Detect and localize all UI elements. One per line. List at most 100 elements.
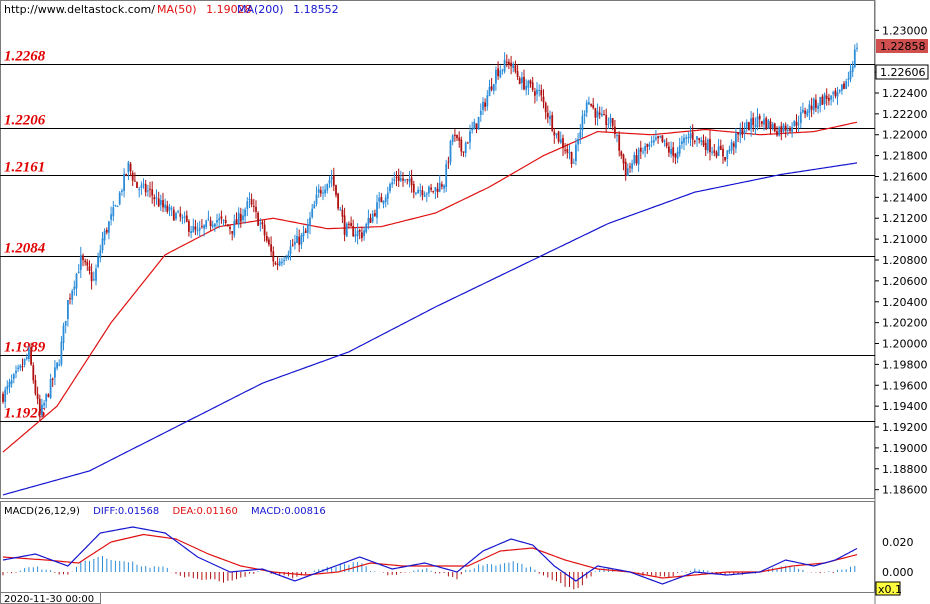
candle: [544, 101, 547, 120]
candle: [516, 64, 519, 80]
candle: [218, 213, 221, 229]
candle: [332, 167, 335, 192]
candle: [229, 225, 231, 235]
candle: [693, 139, 696, 145]
candle: [382, 200, 385, 209]
candle: [830, 95, 832, 106]
candle: [845, 78, 848, 90]
candle: [183, 211, 186, 224]
candle: [782, 123, 785, 134]
candle: [397, 168, 400, 187]
candle: [207, 210, 210, 222]
candle: [678, 137, 681, 157]
macd-dea-line: [2, 533, 858, 579]
svg-text:MA(50) 1.19028: MA(50) 1.19028: [157, 3, 252, 16]
zoom-indicator[interactable]: x0.1: [875, 581, 902, 596]
candle: [281, 257, 283, 267]
candle: [417, 186, 419, 194]
candle: [655, 130, 657, 142]
candle: [799, 106, 802, 129]
candle: [131, 170, 134, 186]
candle: [521, 71, 523, 90]
svg-text:1.22606: 1.22606: [880, 66, 926, 79]
candle: [410, 169, 413, 193]
svg-text:MACD(26,12,9) DIFF:0.01568: MACD(26,12,9) DIFF:0.01568 DEA:0.01160 M…: [4, 506, 326, 517]
candle: [289, 240, 292, 261]
candle: [326, 183, 329, 194]
candle: [769, 118, 772, 135]
candle: [497, 61, 499, 80]
candle: [618, 131, 621, 157]
candle: [748, 121, 750, 131]
candle: [635, 148, 638, 166]
level-label: 1.1989: [4, 340, 46, 356]
candle: [116, 205, 119, 208]
candle: [715, 150, 718, 159]
candle: [838, 89, 841, 94]
candle: [784, 122, 787, 138]
candle: [12, 373, 15, 384]
candle: [175, 211, 177, 221]
candle: [488, 79, 491, 97]
macd-dea: DEA:0.01160: [172, 506, 237, 517]
macd-diff-line: [2, 526, 858, 585]
candle: [220, 210, 223, 224]
candle: [542, 89, 545, 109]
candle: [99, 244, 102, 263]
level-label: 1.2268: [4, 49, 46, 65]
price-tick-label: 1.20200: [882, 317, 928, 330]
candle: [69, 293, 71, 305]
candle: [607, 117, 610, 129]
candle: [190, 226, 192, 239]
candle: [103, 228, 106, 245]
candle: [62, 322, 65, 351]
candle: [663, 139, 666, 147]
candle: [750, 111, 752, 137]
ma50-line: [2, 121, 858, 453]
candle: [222, 219, 225, 227]
candle: [802, 102, 804, 114]
candle: [510, 55, 512, 75]
candle: [466, 141, 469, 144]
candle: [853, 44, 856, 69]
candle: [201, 219, 203, 229]
price-tick-label: 1.20600: [882, 275, 928, 288]
candle: [257, 211, 259, 226]
candle: [2, 391, 4, 404]
candle: [696, 136, 698, 147]
candle: [6, 380, 9, 395]
candle: [246, 197, 249, 217]
candle: [514, 60, 517, 74]
price-tick-label: 1.19400: [882, 400, 928, 413]
candle: [412, 180, 415, 199]
candle: [596, 103, 599, 126]
candle: [553, 127, 556, 144]
candle: [291, 239, 294, 247]
candle: [464, 141, 467, 158]
candle: [534, 87, 536, 104]
candle: [583, 110, 586, 124]
candle: [142, 178, 145, 189]
candle: [581, 110, 584, 138]
ma50-value: 1.19028: [206, 3, 252, 16]
candle: [728, 145, 731, 154]
candle: [170, 205, 173, 216]
site-url[interactable]: http://www.deltastock.com/: [4, 3, 155, 16]
candle: [341, 204, 344, 223]
candle: [722, 144, 724, 164]
candle: [540, 84, 543, 102]
candle: [49, 373, 52, 400]
candle: [105, 227, 108, 235]
candle: [15, 365, 17, 379]
svg-text:2020-11-30 00:00: 2020-11-30 00:00: [4, 594, 94, 604]
candle: [499, 65, 502, 79]
candle: [155, 189, 158, 205]
candle: [345, 222, 348, 237]
candle: [112, 200, 115, 222]
candle: [149, 181, 151, 198]
candle: [490, 78, 493, 92]
price-tick-label: 1.20400: [882, 296, 928, 309]
candle: [646, 143, 649, 154]
candle: [361, 226, 363, 242]
